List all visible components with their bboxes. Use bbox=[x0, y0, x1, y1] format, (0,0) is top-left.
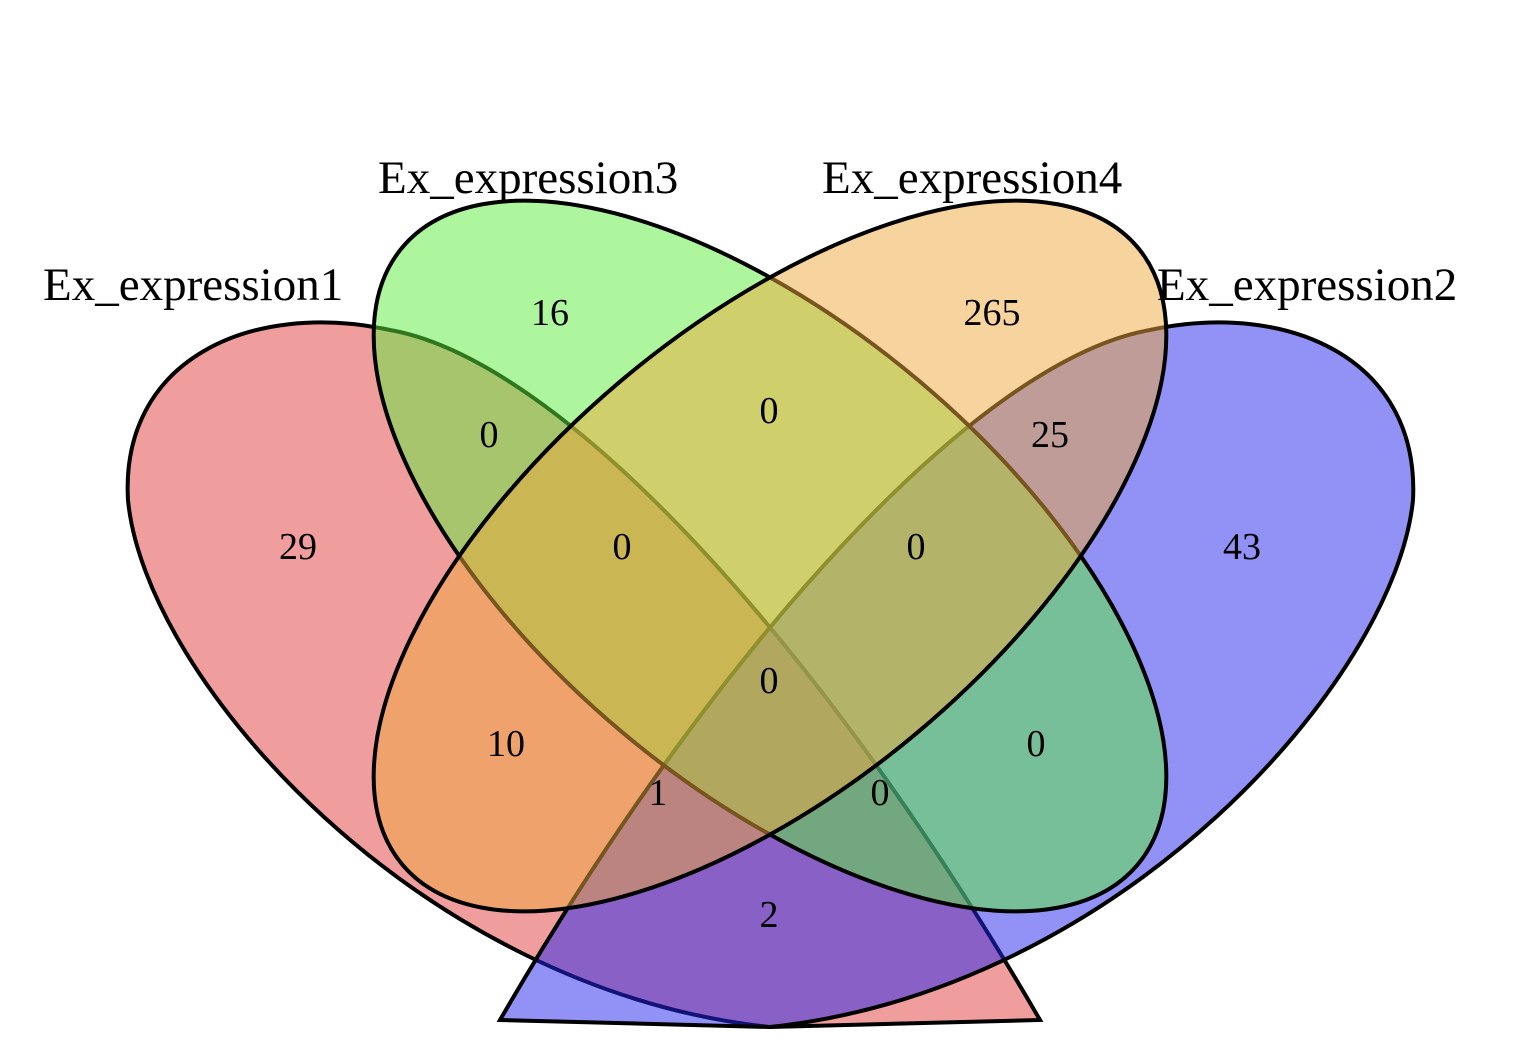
region-count-1-4: 10 bbox=[487, 723, 525, 765]
region-count-1-2-4: 1 bbox=[649, 772, 668, 814]
region-count-3-4: 0 bbox=[760, 390, 779, 432]
region-count-1: 29 bbox=[279, 526, 317, 568]
set-label-ex-expression1: Ex_expression1 bbox=[43, 259, 344, 311]
region-count-1-3-4: 0 bbox=[613, 526, 632, 568]
set-4-shape bbox=[371, 198, 1169, 914]
set-label-ex-expression4: Ex_expression4 bbox=[822, 152, 1123, 204]
region-count-1-2-3-4: 0 bbox=[760, 660, 779, 702]
region-count-2: 43 bbox=[1223, 526, 1261, 568]
region-count-2-3-4: 0 bbox=[907, 526, 926, 568]
region-count-4: 265 bbox=[964, 292, 1021, 334]
set-label-ex-expression2: Ex_expression2 bbox=[1157, 259, 1458, 311]
region-counts: 29 43 16 265 0 0 25 0 0 0 10 0 1 0 2 bbox=[279, 292, 1261, 936]
region-count-2-4: 25 bbox=[1031, 414, 1069, 456]
region-count-1-3: 0 bbox=[480, 414, 499, 456]
region-count-1-2: 2 bbox=[760, 894, 779, 936]
region-count-1-2-3: 0 bbox=[871, 772, 890, 814]
set-shapes bbox=[125, 198, 1416, 1030]
region-count-2-3: 0 bbox=[1027, 723, 1046, 765]
region-count-3: 16 bbox=[531, 292, 569, 334]
set-label-ex-expression3: Ex_expression3 bbox=[378, 152, 679, 204]
